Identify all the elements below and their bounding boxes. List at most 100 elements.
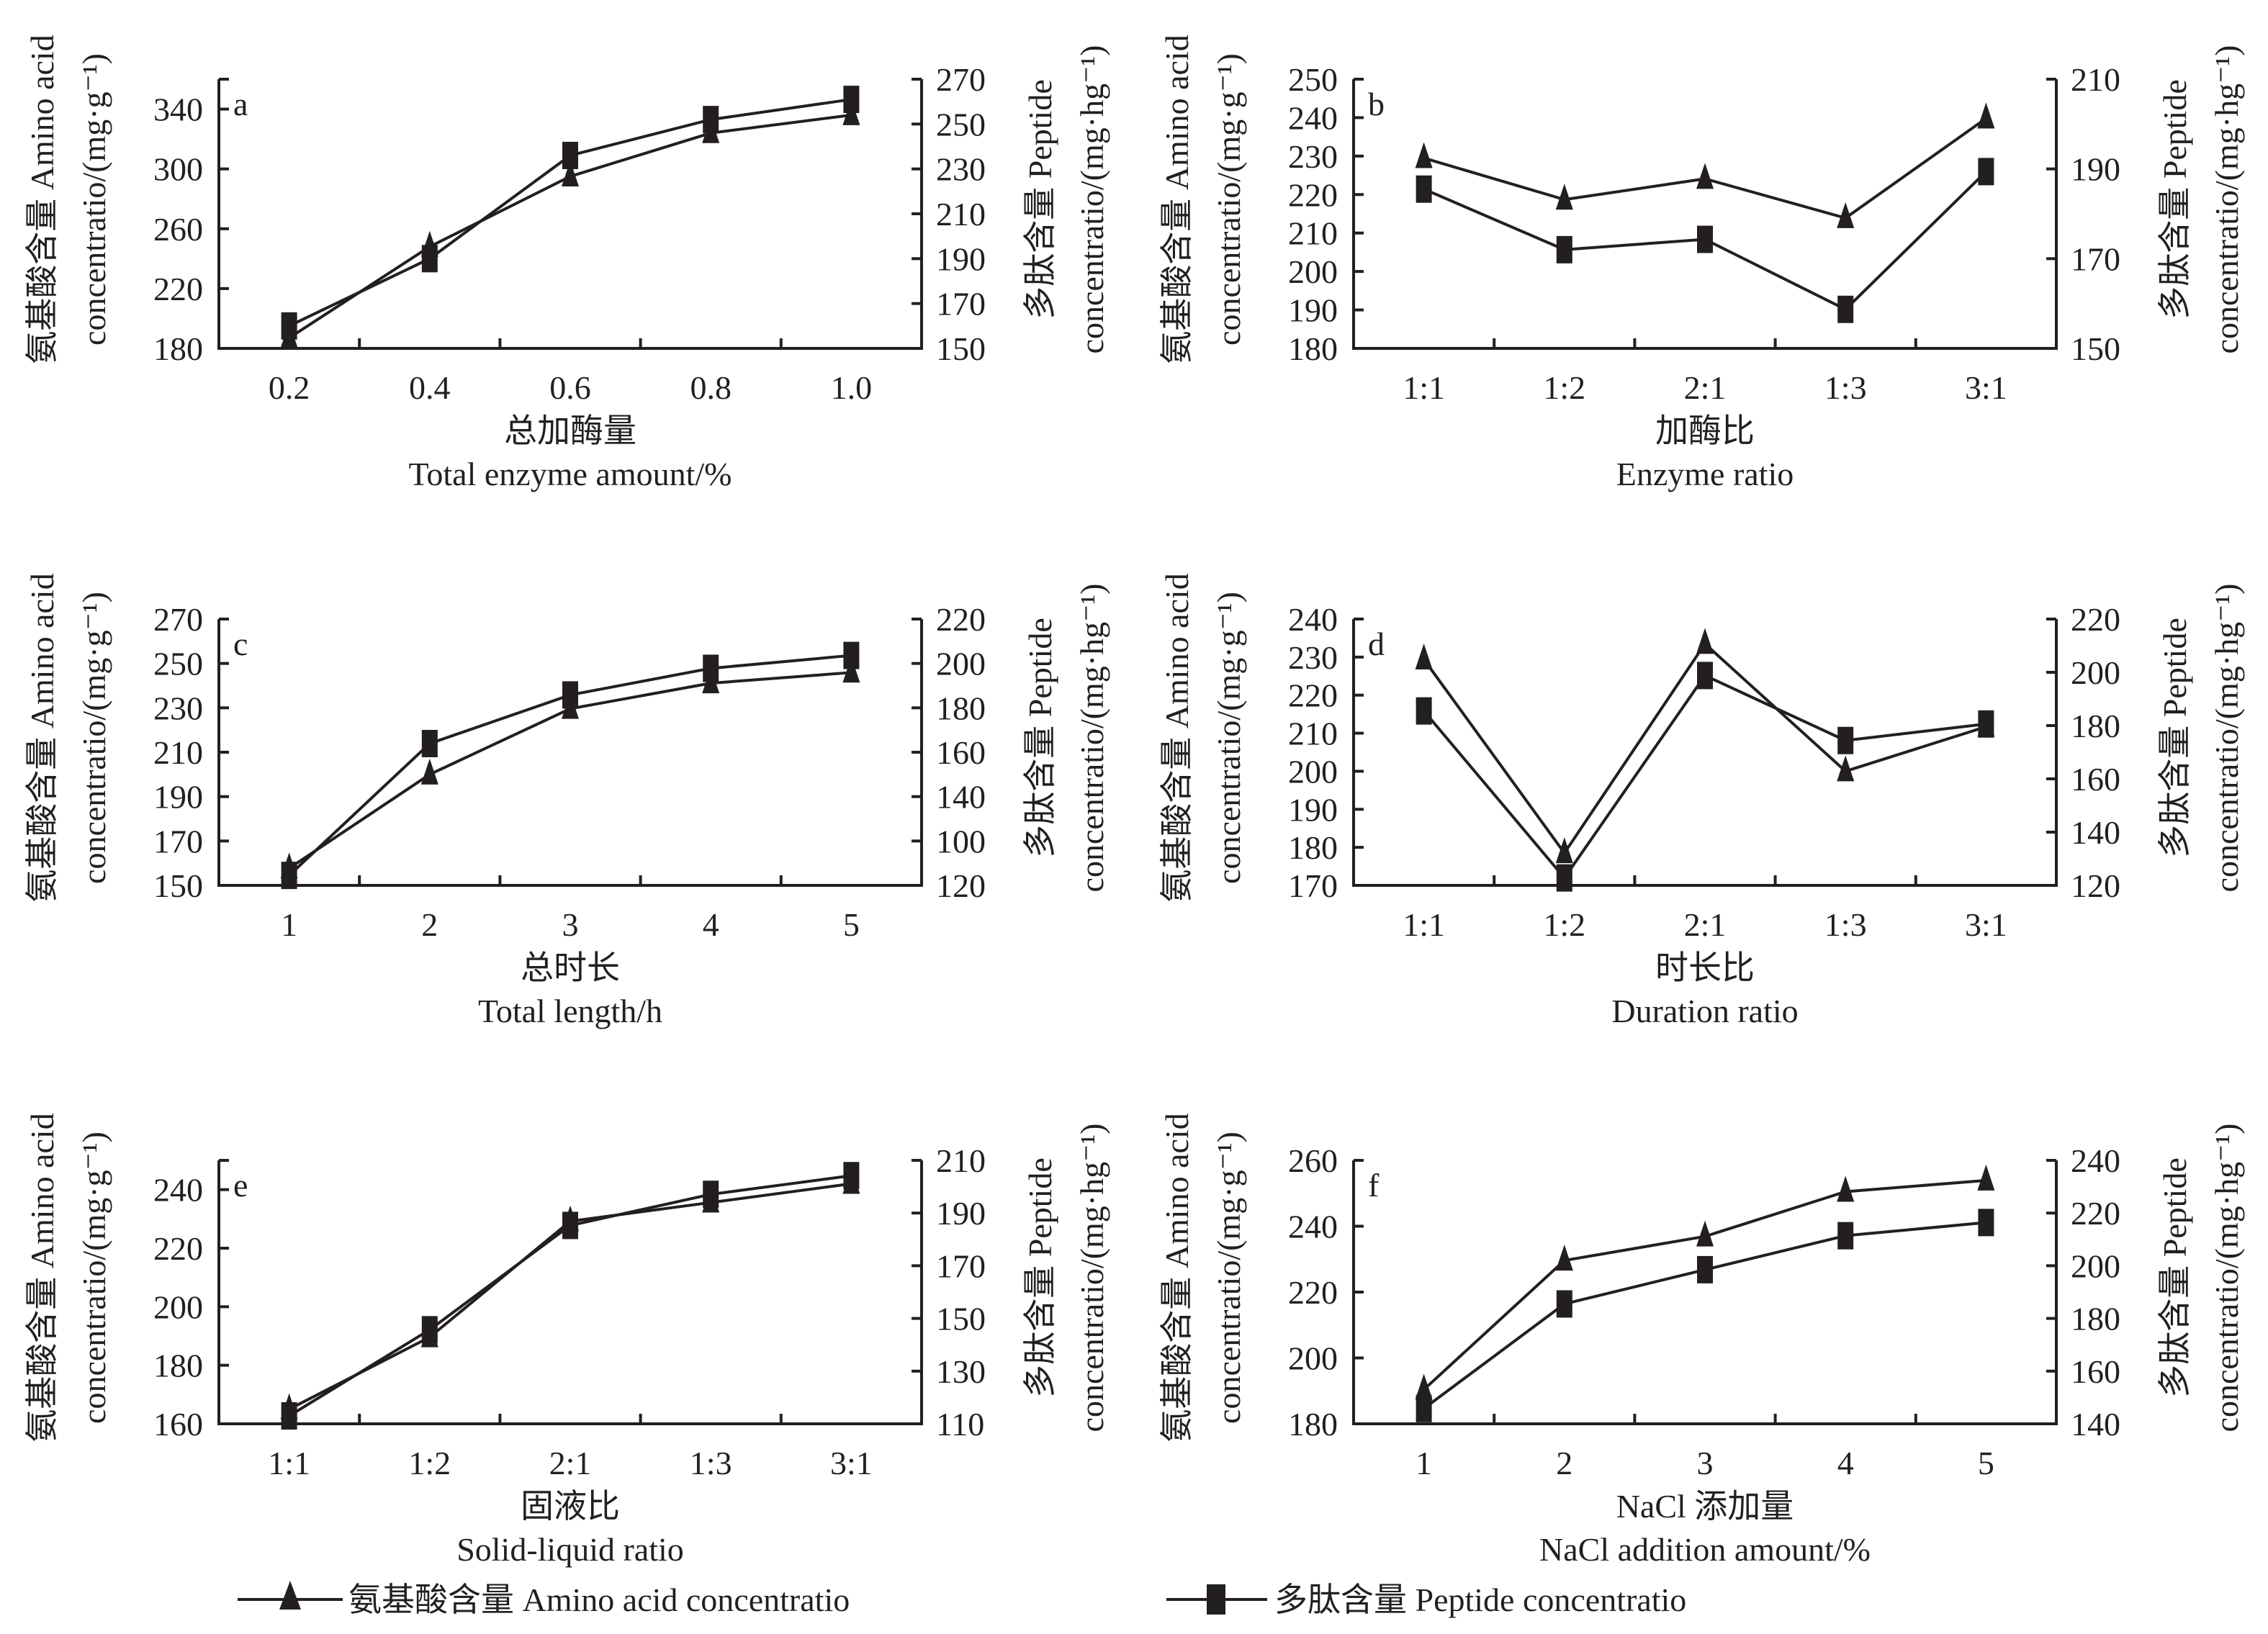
left-tick-label: 180 — [1288, 829, 1338, 866]
left-tick-label: 210 — [153, 734, 203, 771]
right-tick-label: 210 — [2071, 61, 2120, 98]
right-tick-label: 210 — [936, 1142, 986, 1179]
right-tick-label: 270 — [936, 61, 986, 98]
right-tick-label: 170 — [936, 286, 986, 322]
x-tick-label: 1:2 — [408, 1445, 451, 1481]
series-line-peptide — [288, 98, 852, 328]
left-tick-label: 200 — [1288, 1340, 1338, 1377]
panel-e: 160 180 200 220 240 110 130 150 170 190 210 1:1 1:2 2… — [24, 1113, 1110, 1568]
left-tick-label: 170 — [153, 823, 203, 859]
amino-acid-point — [1837, 202, 1855, 228]
right-tick-label: 180 — [2071, 708, 2120, 744]
panel-letter: e — [233, 1167, 248, 1204]
legend-label-peptide: 多肽含量 Peptide concentratio — [1274, 1581, 1686, 1618]
right-axis-title-line-1: 多肽含量 Peptide — [2156, 79, 2193, 319]
right-tick-label: 250 — [936, 106, 986, 143]
peptide-point — [1837, 295, 1854, 323]
series-line-peptide — [1423, 1221, 1986, 1410]
right-tick-label: 190 — [936, 1195, 986, 1232]
left-axis-title-line-2: concentratio/(mg·g⁻¹) — [1210, 592, 1247, 884]
right-tick-label: 200 — [936, 646, 986, 682]
peptide-point — [421, 1316, 438, 1344]
right-tick-label: 180 — [936, 690, 986, 726]
right-axis-title-line-2: concentratio/(mg·hg⁻¹) — [2208, 45, 2245, 354]
panel-a: 180 220 260 300 340 150 170 190 210 230 250 270 0.2 0… — [24, 35, 1110, 492]
x-tick-label: 2:1 — [549, 1445, 592, 1481]
peptide-point — [843, 86, 860, 114]
legend: 氨基酸含量 Amino acid concentratio 多肽含量 Pepti… — [238, 1581, 1686, 1618]
left-tick-label: 200 — [153, 1288, 203, 1325]
right-tick-label: 170 — [2071, 240, 2120, 277]
left-tick-label: 260 — [1288, 1142, 1338, 1179]
left-tick-label: 150 — [153, 867, 203, 904]
right-tick-label: 150 — [2071, 330, 2120, 367]
right-tick-label: 100 — [936, 823, 986, 859]
amino-acid-point — [1977, 1164, 1995, 1191]
amino-acid-point — [1555, 184, 1573, 210]
peptide-point — [1556, 864, 1572, 892]
x-tick-label: 2 — [1556, 1445, 1572, 1481]
right-axis-title-line-2: concentratio/(mg·hg⁻¹) — [2208, 1124, 2245, 1432]
legend-item-peptide: 多肽含量 Peptide concentratio — [1166, 1581, 1686, 1618]
right-axis-title-line-1: 多肽含量 Peptide — [2156, 1157, 2193, 1397]
amino-acid-point — [1696, 163, 1714, 189]
peptide-point — [1556, 235, 1572, 263]
x-tick-label: 1:3 — [1824, 369, 1867, 406]
x-tick-label: 1 — [281, 906, 297, 943]
right-axis-title-line-1: 多肽含量 Peptide — [2156, 618, 2193, 857]
left-tick-label: 220 — [153, 1230, 203, 1267]
peptide-point — [843, 1162, 860, 1190]
left-tick-label: 220 — [1288, 176, 1338, 213]
left-tick-label: 190 — [153, 779, 203, 816]
x-tick-label: 3:1 — [1965, 906, 2007, 943]
legend-item-amino: 氨基酸含量 Amino acid concentratio — [238, 1581, 850, 1618]
left-tick-label: 200 — [1288, 753, 1338, 790]
peptide-point — [1556, 1290, 1572, 1318]
peptide-point — [1837, 726, 1854, 754]
peptide-point — [1697, 1255, 1713, 1283]
x-tick-label: 0.4 — [409, 369, 451, 406]
right-tick-label: 190 — [2071, 151, 2120, 188]
left-tick-label: 300 — [153, 151, 203, 188]
peptide-point — [421, 245, 438, 273]
left-axis-title-line-1: 氨基酸含量 Amino acid — [1158, 573, 1195, 902]
left-tick-label: 180 — [1288, 330, 1338, 367]
amino-acid-point — [1696, 628, 1714, 654]
left-tick-label: 190 — [1288, 292, 1338, 329]
amino-acid-point — [562, 161, 579, 187]
triangle-marker-icon — [279, 1581, 301, 1610]
amino-acid-point — [420, 758, 438, 785]
x-tick-label: 1:2 — [1543, 369, 1585, 406]
left-axis-title-line-1: 氨基酸含量 Amino acid — [24, 35, 60, 364]
x-tick-label: 3 — [1697, 1445, 1714, 1481]
right-tick-label: 140 — [936, 779, 986, 816]
right-tick-label: 220 — [936, 601, 986, 638]
x-axis-title-cn: 总加酶量 — [504, 412, 636, 449]
left-tick-label: 210 — [1288, 215, 1338, 252]
right-tick-label: 160 — [2071, 761, 2120, 798]
x-tick-label: 1.0 — [831, 369, 873, 406]
amino-acid-point — [1555, 1245, 1573, 1271]
right-tick-label: 150 — [936, 330, 986, 367]
right-tick-label: 160 — [936, 734, 986, 771]
right-axis-title-line-2: concentratio/(mg·hg⁻¹) — [1074, 1124, 1110, 1432]
left-tick-label: 180 — [1288, 1406, 1338, 1443]
left-tick-label: 250 — [1288, 61, 1338, 98]
left-axis-title-line-1: 氨基酸含量 Amino acid — [24, 1113, 60, 1442]
amino-acid-point — [842, 656, 860, 683]
left-tick-label: 340 — [153, 91, 203, 128]
right-tick-label: 200 — [2071, 654, 2120, 691]
right-axis-title-line-2: concentratio/(mg·hg⁻¹) — [1074, 45, 1110, 354]
right-tick-label: 120 — [2071, 867, 2120, 904]
peptide-point — [843, 641, 860, 669]
panel-letter: d — [1368, 626, 1385, 662]
amino-acid-point — [1415, 1373, 1433, 1400]
left-axis-title-line-2: concentratio/(mg·g⁻¹) — [76, 53, 112, 346]
x-tick-label: 1:3 — [690, 1445, 732, 1481]
x-axis-title-en: Solid-liquid ratio — [456, 1531, 684, 1568]
right-axis-title-line-2: concentratio/(mg·hg⁻¹) — [2208, 584, 2245, 893]
amino-acid-point — [1696, 1220, 1714, 1247]
left-tick-label: 180 — [153, 1348, 203, 1384]
x-tick-label: 0.6 — [549, 369, 591, 406]
x-axis-title-cn: 总时长 — [521, 949, 620, 986]
